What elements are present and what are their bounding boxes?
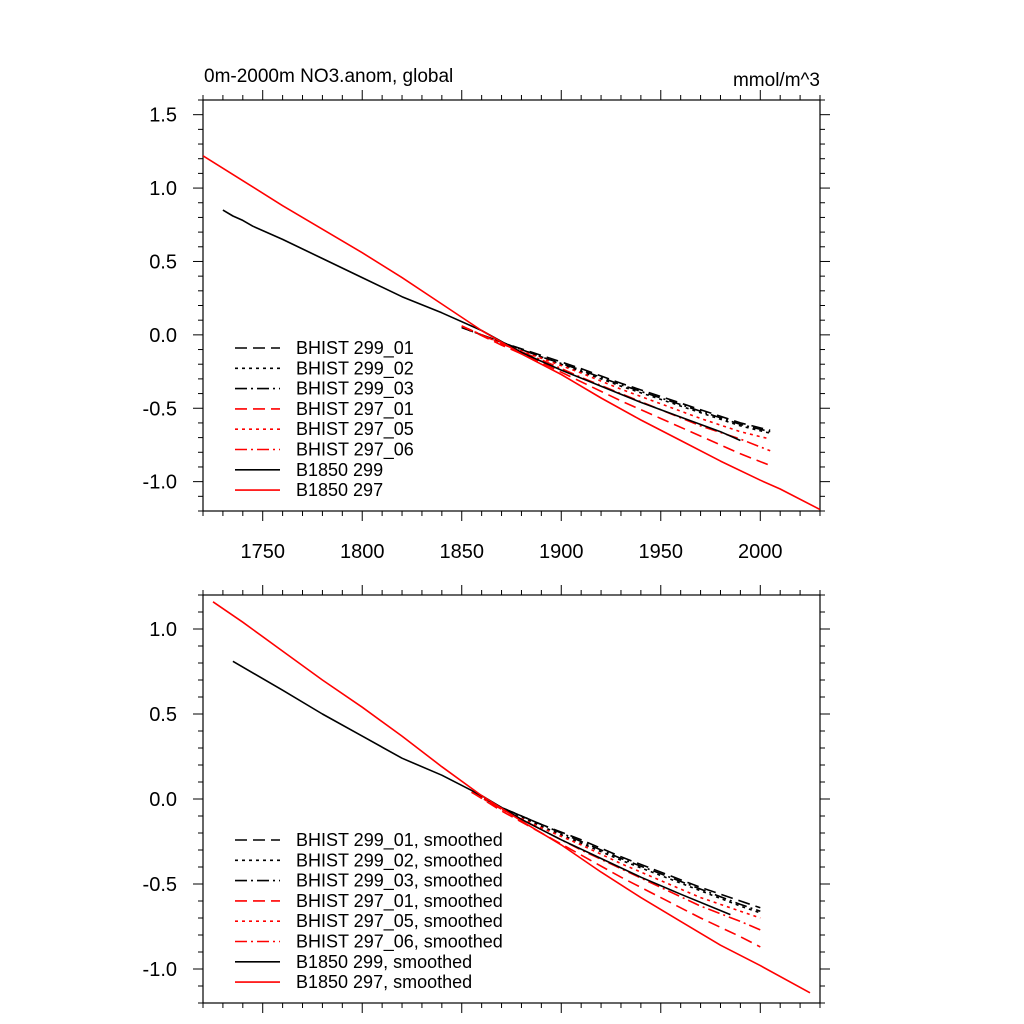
legend-label: BHIST 299_03, smoothed: [296, 871, 503, 892]
y-tick-label: 0.5: [149, 251, 177, 273]
legend-label: B1850 297, smoothed: [296, 972, 472, 992]
legend-label: BHIST 297_06: [296, 440, 414, 461]
legend-label: BHIST 299_02, smoothed: [296, 850, 503, 871]
y-tick-label: -1.0: [143, 472, 177, 494]
series-line: [471, 791, 761, 912]
y-tick-label: -0.5: [143, 874, 177, 896]
legend-label: BHIST 297_01: [296, 399, 414, 420]
legend-label: B1850 297: [296, 480, 383, 500]
panel-top: 1750 1800 1850 1900 1950 2000 1.5 1.0 0.5 0.0 -0.5…: [143, 90, 830, 563]
y-tick-label: 1.0: [149, 619, 177, 641]
y-tick-label: 0.5: [149, 704, 177, 726]
legend-label: B1850 299, smoothed: [296, 952, 472, 972]
x-tick-label: 1950: [639, 541, 684, 563]
series-line: [461, 326, 771, 434]
legend-label: B1850 299: [296, 460, 383, 480]
y-tick-label: 0.0: [149, 325, 177, 347]
series-line: [461, 326, 771, 432]
y-tick-label: -0.5: [143, 398, 177, 420]
series-line: [471, 791, 761, 948]
legend-label: BHIST 297_05, smoothed: [296, 911, 503, 932]
legend-label: BHIST 299_02: [296, 358, 414, 379]
legend-label: BHIST 299_01: [296, 338, 414, 359]
legend-label: BHIST 297_06, smoothed: [296, 932, 503, 953]
series-line: [212, 601, 811, 994]
series-line: [203, 155, 820, 511]
legend-label: BHIST 299_01, smoothed: [296, 830, 503, 851]
series-line: [222, 209, 741, 442]
series-line: [461, 326, 771, 433]
y-tick-label: 0.0: [149, 789, 177, 811]
series-line: [461, 325, 771, 467]
x-tick-label: 1800: [340, 541, 385, 563]
x-tick-label: 1900: [539, 541, 584, 563]
legend-label: BHIST 299_03: [296, 379, 414, 400]
x-tick-label: 1750: [240, 541, 285, 563]
y-tick-label: 1.5: [149, 105, 177, 127]
units-label: mmol/m^3: [733, 70, 820, 91]
chart-title: 0m-2000m NO3.anom, global: [204, 66, 453, 87]
y-tick-label: -1.0: [143, 959, 177, 981]
x-tick-label: 2000: [738, 541, 783, 563]
series-line: [471, 791, 761, 909]
x-tick-label: 1850: [439, 541, 484, 563]
legend-label: BHIST 297_01, smoothed: [296, 891, 503, 912]
y-tick-label: 1.0: [149, 178, 177, 200]
legend-label: BHIST 297_05: [296, 419, 414, 440]
series-line: [471, 791, 761, 919]
